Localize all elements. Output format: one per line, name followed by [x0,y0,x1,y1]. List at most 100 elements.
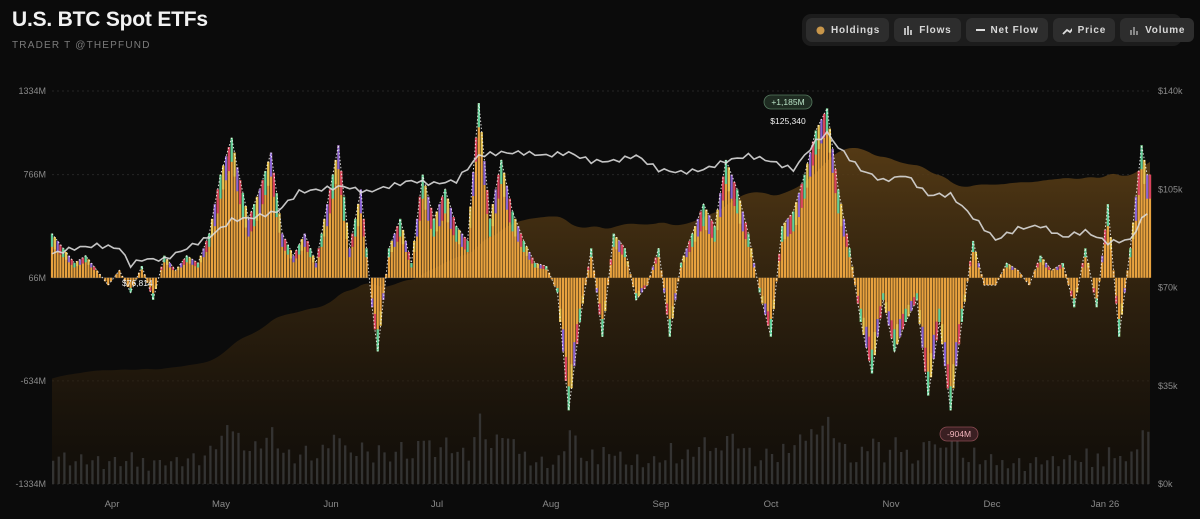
volume-bar [832,438,835,484]
flow-segment [1106,204,1109,227]
flow-segment [604,300,607,311]
flow-segment [298,244,301,255]
flow-bar [362,218,365,278]
flow-segment [348,248,351,258]
flow-bar [359,189,363,278]
volume-bar [900,452,903,484]
toggle-price[interactable]: Price [1052,18,1116,42]
volume-bar [405,458,409,484]
flow-bar [533,263,537,278]
volume-bar [855,462,858,484]
flow-bar [868,277,871,361]
flow-bar [660,270,663,278]
y-left-tick-label: 1334M [18,86,46,96]
flow-bar [50,233,54,278]
volume-bar [585,461,588,484]
flow-segment [665,303,669,315]
flow-segment [618,240,621,253]
flow-bar [180,263,183,278]
flow-segment [795,202,798,225]
flow-segment [272,172,275,197]
flow-bar [646,277,649,286]
flow-segment [828,128,831,153]
toggle-flows-label: Flows [919,24,952,36]
flow-bar [455,226,458,278]
flow-bar [1011,266,1014,278]
flow-segment [247,218,250,237]
volume-bar [80,454,83,484]
flow-bar [314,263,318,278]
flow-bar [239,180,242,278]
flow-bar [606,277,610,286]
flow-bar [1059,264,1062,278]
flow-bar [247,218,250,278]
flow-bar [188,257,191,278]
flow-segment [337,145,340,170]
flow-bar [862,277,865,335]
flow-segment [401,229,405,245]
flow-segment [306,240,309,253]
flow-segment [421,174,424,199]
y-left-tick-label: -634M [20,376,46,386]
flow-bar [202,248,205,278]
volume-bar [461,447,465,484]
flow-segment [1101,255,1104,263]
flow-segment [191,259,194,265]
flow-segment [525,246,528,256]
flow-bar [708,215,711,278]
flow-segment [261,180,264,205]
flow-segment [289,250,292,259]
flow-segment [303,233,306,247]
volume-bar [748,447,751,484]
flow-bar [609,259,612,278]
flow-bar [1061,263,1065,278]
flow-bar [1109,237,1112,278]
volume-bar [675,463,678,484]
flow-bar [196,263,200,278]
flow-segment [477,103,480,128]
flow-segment [264,170,267,195]
flow-segment [710,220,714,238]
flow-bar [879,277,882,319]
flow-bar [474,137,478,278]
flow-segment [275,193,278,218]
flow-segment [623,248,626,258]
toggle-flows[interactable]: Flows [894,18,961,42]
flow-bar [267,161,270,278]
flow-bar [988,277,992,286]
flow-bar [901,277,904,330]
flow-bar [632,277,635,287]
flow-segment [250,211,253,232]
volume-bar [310,460,313,484]
flow-bar [1028,277,1031,286]
volume-bar [624,464,628,484]
flow-bar [480,132,483,278]
flow-segment [1103,229,1107,245]
flow-bar [932,277,935,359]
flow-segment [373,313,377,330]
volume-bar [759,460,762,484]
flow-bar [508,198,511,278]
flow-segment [281,233,284,247]
toggle-net-flow[interactable]: Net Flow [965,18,1048,42]
flow-bar [264,170,267,278]
flow-segment [657,248,660,258]
flow-bar [140,265,143,278]
flow-bar [149,277,152,292]
flow-bar [438,204,441,278]
flow-segment [831,148,834,173]
toggle-holdings[interactable]: Holdings [806,18,890,42]
volume-bar [377,445,381,484]
flow-bar [738,200,742,278]
flow-bar [1070,277,1073,297]
flow-bar [665,277,669,315]
flow-bar [233,152,236,278]
flow-segment [466,240,469,253]
flow-bar [356,204,360,278]
toggle-volume[interactable]: Volume [1120,18,1195,42]
volume-bar [338,438,341,484]
flow-bar [449,207,452,278]
flow-segment [483,161,486,186]
x-tick-label: Dec [984,499,1001,510]
flow-bar [637,277,641,297]
